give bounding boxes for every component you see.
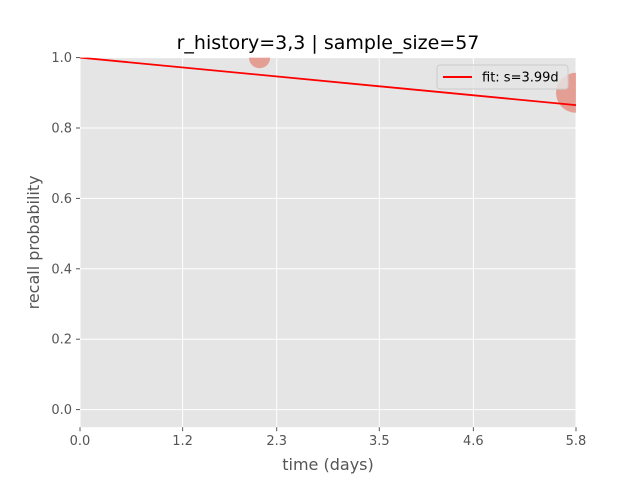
- y-axis: 0.0 0.2 0.4 0.6 0.8 1.0: [51, 51, 80, 418]
- x-tick-label: 0.0: [70, 434, 91, 449]
- x-tick-label: 4.6: [463, 434, 484, 449]
- legend-label: fit: s=3.99d: [482, 71, 559, 86]
- x-axis: 0.0 1.2 2.3 3.5 4.6 5.8: [70, 427, 587, 449]
- x-grid: [79, 57, 577, 428]
- y-tick-label: 0.2: [51, 333, 72, 348]
- y-tick-label: 0.0: [51, 403, 72, 418]
- x-tick-label: 3.5: [369, 434, 390, 449]
- y-tick-label: 0.6: [51, 192, 72, 207]
- y-grid: [80, 57, 576, 411]
- chart-title: r_history=3,3 | sample_size=57: [177, 32, 480, 54]
- x-tick-label: 1.2: [172, 434, 193, 449]
- fit-line: [80, 57, 576, 107]
- scatter-point: [248, 57, 271, 69]
- y-tick-label: 0.4: [51, 262, 72, 277]
- legend-box: [436, 64, 569, 90]
- x-axis-label: time (days): [282, 455, 373, 474]
- x-tick-label: 5.8: [566, 434, 587, 449]
- plot-area: [80, 57, 576, 428]
- legend: fit: s=3.99d: [436, 64, 569, 90]
- y-tick-label: 0.8: [51, 122, 72, 137]
- fit-lines: [80, 57, 576, 107]
- x-tick-label: 2.3: [266, 434, 287, 449]
- y-tick-label: 1.0: [51, 51, 72, 66]
- y-axis-label: recall probability: [24, 175, 43, 309]
